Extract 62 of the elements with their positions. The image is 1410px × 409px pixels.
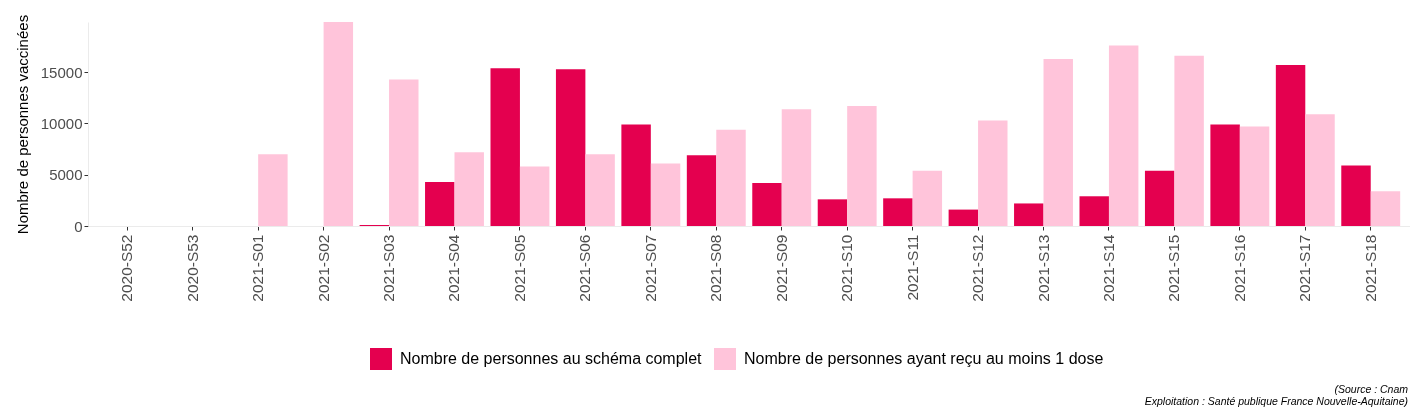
bar bbox=[585, 154, 615, 226]
bar bbox=[781, 109, 812, 226]
bar bbox=[323, 22, 354, 226]
x-tick-label: 2021-S12 bbox=[969, 234, 987, 302]
bar bbox=[490, 68, 520, 226]
x-tick-label: 2021-S10 bbox=[838, 234, 856, 302]
x-tick-label: 2021-S05 bbox=[510, 234, 528, 302]
bar bbox=[1014, 203, 1044, 226]
bar bbox=[389, 79, 419, 226]
x-tick-label: 2021-S08 bbox=[707, 234, 725, 302]
legend-label: Nombre de personnes au schéma complet bbox=[400, 350, 703, 367]
bar bbox=[258, 154, 288, 226]
bar bbox=[978, 120, 1008, 226]
bar bbox=[1144, 170, 1175, 226]
bar bbox=[1043, 58, 1073, 226]
bar bbox=[883, 198, 913, 226]
legend-label: Nombre de personnes ayant reçu au moins 1 dose bbox=[744, 350, 1104, 367]
x-tick-label: 2021-S17 bbox=[1296, 234, 1314, 302]
bar bbox=[716, 129, 746, 226]
x-tick-label: 2021-S15 bbox=[1165, 234, 1183, 302]
bar bbox=[519, 166, 550, 226]
y-tick-label: 5000 bbox=[49, 166, 83, 184]
y-axis-title: Nombre de personnes vaccinées bbox=[13, 14, 31, 235]
text: (Source : Cnam bbox=[1334, 383, 1409, 395]
x-tick-label: 2021-S16 bbox=[1230, 234, 1248, 302]
x-tick-label: 2021-S11 bbox=[903, 234, 921, 301]
x-tick-label: 2021-S09 bbox=[772, 234, 790, 302]
bar bbox=[650, 163, 681, 226]
bar bbox=[1305, 114, 1335, 226]
x-tick-label: 2021-S04 bbox=[445, 234, 463, 302]
x-tick-label: 2021-S03 bbox=[380, 234, 398, 302]
x-tick-label: 2020-S53 bbox=[183, 234, 201, 302]
y-tick-label: 0 bbox=[74, 217, 83, 235]
bar bbox=[1108, 45, 1139, 226]
bar bbox=[912, 170, 943, 226]
bar bbox=[686, 155, 717, 226]
bar bbox=[948, 209, 979, 226]
x-tick-label: 2021-S14 bbox=[1099, 234, 1117, 302]
x-tick-label: 2021-S01 bbox=[249, 234, 267, 302]
x-tick-label: 2021-S13 bbox=[1034, 234, 1052, 302]
bar bbox=[1341, 165, 1371, 226]
x-tick-label: 2020-S52 bbox=[118, 234, 136, 302]
y-tick-label: 15000 bbox=[40, 63, 83, 81]
bar bbox=[425, 181, 455, 226]
bar bbox=[1079, 196, 1109, 226]
y-tick-label: 10000 bbox=[40, 114, 83, 132]
x-tick-label: 2021-S07 bbox=[641, 234, 659, 302]
x-tick-label: 2021-S18 bbox=[1361, 234, 1379, 302]
x-tick-label: 2021-S06 bbox=[576, 234, 594, 302]
bar bbox=[1239, 126, 1270, 226]
bar bbox=[847, 106, 877, 226]
bar bbox=[817, 199, 848, 226]
bar bbox=[1275, 65, 1306, 226]
bar bbox=[752, 182, 782, 226]
bar bbox=[1174, 55, 1204, 226]
bar bbox=[1370, 191, 1401, 226]
bar bbox=[621, 124, 651, 226]
bar bbox=[454, 152, 484, 226]
text: Exploitation : Santé publique France Nouvelle-Aquitaine) bbox=[1144, 395, 1408, 407]
bar bbox=[555, 69, 586, 226]
bar bbox=[1210, 124, 1240, 226]
x-tick-label: 2021-S02 bbox=[314, 234, 332, 302]
